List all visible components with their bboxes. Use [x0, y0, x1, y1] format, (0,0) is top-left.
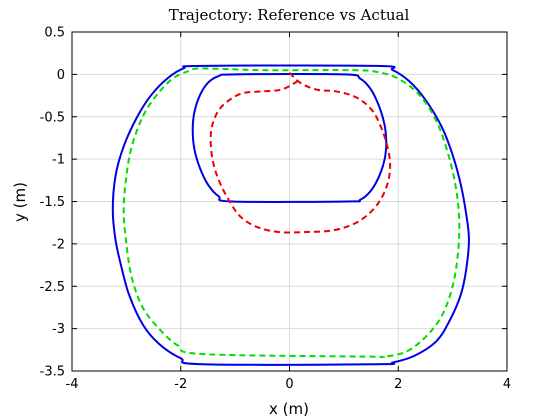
x-tick-label: 2 — [394, 377, 402, 392]
y-tick-label: -1.5 — [40, 195, 65, 210]
series-group — [111, 64, 470, 366]
y-tick-label: -0.5 — [40, 110, 65, 125]
actual-outer-path — [122, 67, 461, 359]
axis-ticks: -4 -2 0 2 4 -3.5 -3 -2.5 -2 -1.5 -1 -0.5 0 0.5 — [40, 26, 512, 393]
actual-inner-path — [209, 71, 392, 234]
x-tick-label: -4 — [66, 377, 79, 392]
reference-inner-path — [191, 72, 388, 203]
y-tick-label: -3 — [52, 322, 65, 337]
y-tick-label: -1 — [52, 153, 65, 168]
chart-title: Trajectory: Reference vs Actual — [169, 6, 410, 24]
y-axis-label: y (m) — [11, 182, 29, 222]
y-tick-label: -2.5 — [40, 280, 65, 295]
y-tick-label: 0.5 — [44, 26, 65, 41]
x-axis-label: x (m) — [269, 400, 309, 418]
y-tick-label: -3.5 — [40, 365, 65, 380]
y-tick-label: -2 — [52, 237, 65, 252]
y-tick-label: 0 — [57, 68, 65, 83]
x-tick-label: 0 — [285, 377, 293, 392]
x-tick-label: -2 — [174, 377, 187, 392]
x-tick-label: 4 — [503, 377, 511, 392]
reference-outer-path — [111, 64, 470, 366]
